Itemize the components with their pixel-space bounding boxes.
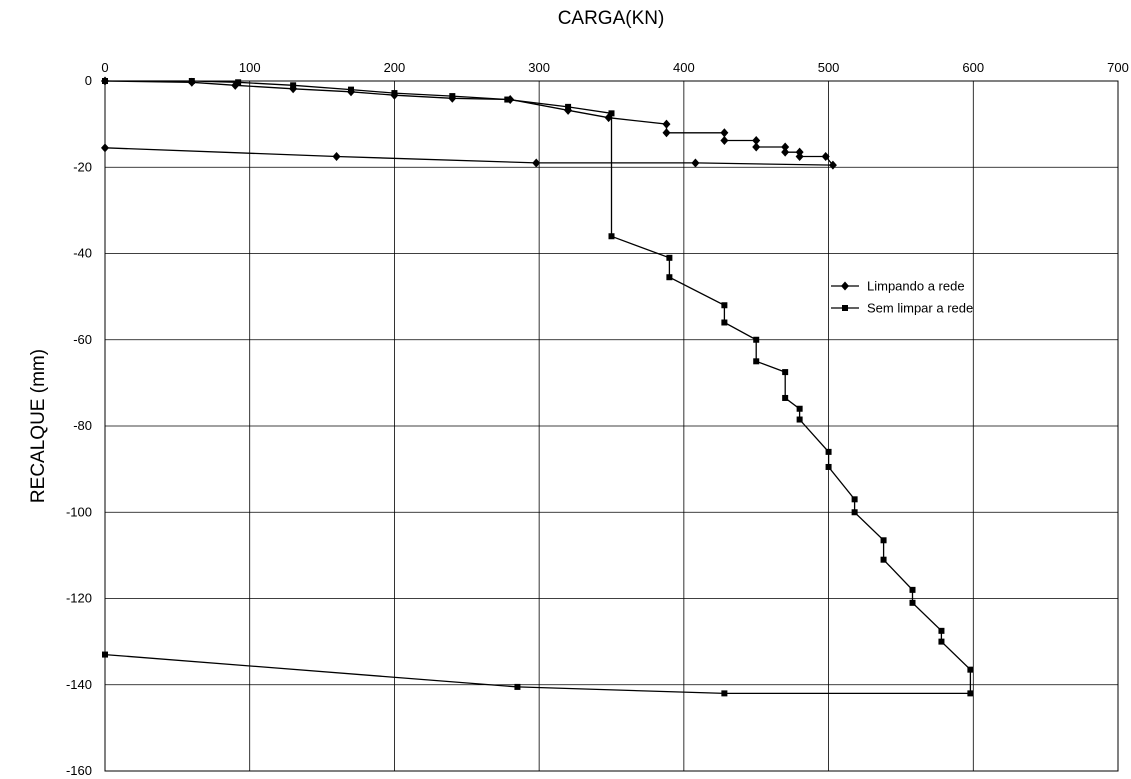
data-point bbox=[851, 496, 858, 503]
data-point bbox=[666, 274, 673, 281]
x-tick-label: 700 bbox=[1107, 60, 1129, 75]
series-line bbox=[104, 80, 972, 695]
data-point bbox=[290, 82, 297, 89]
legend-item: Sem limpar a rede bbox=[831, 301, 973, 316]
data-point bbox=[796, 416, 803, 423]
data-point bbox=[782, 394, 789, 401]
x-tick-label: 500 bbox=[818, 60, 840, 75]
y-tick-label: -100 bbox=[66, 504, 92, 519]
data-point bbox=[796, 405, 803, 412]
data-point bbox=[514, 683, 521, 690]
x-tick-label: 0 bbox=[101, 60, 108, 75]
data-point bbox=[752, 142, 761, 152]
data-point bbox=[967, 690, 974, 697]
legend-marker bbox=[842, 305, 848, 311]
data-point bbox=[348, 86, 355, 93]
data-point bbox=[782, 369, 789, 376]
data-point bbox=[753, 336, 760, 343]
data-point bbox=[608, 233, 615, 240]
data-point bbox=[102, 78, 108, 84]
series-line bbox=[104, 80, 835, 166]
legend-item: Limpando a rede bbox=[831, 279, 965, 294]
data-point bbox=[662, 119, 671, 129]
data-point bbox=[821, 151, 830, 161]
data-point bbox=[691, 158, 700, 168]
data-point bbox=[880, 556, 887, 563]
y-tick-label: -80 bbox=[73, 418, 92, 433]
data-point bbox=[825, 448, 832, 455]
data-point bbox=[909, 586, 916, 593]
data-point bbox=[102, 651, 108, 658]
data-point bbox=[391, 90, 398, 97]
data-point bbox=[720, 128, 729, 138]
legend-label: Sem limpar a rede bbox=[867, 301, 973, 316]
x-axis-title: CARGA(KN) bbox=[558, 8, 665, 29]
data-point bbox=[532, 158, 541, 168]
data-point bbox=[662, 128, 671, 138]
data-point bbox=[938, 627, 945, 634]
data-point bbox=[753, 358, 760, 365]
data-point bbox=[825, 463, 832, 470]
data-point bbox=[504, 96, 511, 103]
y-tick-label: -120 bbox=[66, 591, 92, 606]
x-tick-label: 100 bbox=[239, 60, 261, 75]
data-point bbox=[235, 79, 242, 86]
data-point bbox=[967, 666, 974, 673]
legend-label: Limpando a rede bbox=[867, 279, 965, 294]
data-point bbox=[449, 93, 456, 100]
y-tick-label: -60 bbox=[73, 332, 92, 347]
data-point bbox=[781, 147, 790, 157]
data-point bbox=[752, 136, 761, 146]
plot-area-border bbox=[104, 80, 1119, 772]
data-point bbox=[666, 254, 673, 261]
data-point bbox=[721, 690, 728, 697]
data-point bbox=[795, 151, 804, 161]
data-point bbox=[880, 537, 887, 544]
x-tick-label: 300 bbox=[528, 60, 550, 75]
y-tick-label: -40 bbox=[73, 246, 92, 261]
data-point bbox=[720, 136, 729, 146]
y-tick-label: -140 bbox=[66, 677, 92, 692]
data-point bbox=[608, 110, 615, 117]
data-point bbox=[332, 151, 341, 161]
data-point bbox=[828, 160, 837, 170]
legend-marker bbox=[841, 281, 849, 291]
data-point bbox=[851, 509, 858, 516]
x-tick-label: 400 bbox=[673, 60, 695, 75]
data-point bbox=[101, 143, 109, 153]
y-tick-label: -160 bbox=[66, 763, 92, 778]
data-point bbox=[721, 319, 728, 326]
x-tick-label: 600 bbox=[962, 60, 984, 75]
data-point bbox=[565, 103, 572, 110]
y-axis-title: RECALQUE (mm) bbox=[28, 349, 49, 503]
data-point bbox=[938, 638, 945, 645]
data-point bbox=[909, 599, 916, 606]
data-point bbox=[721, 302, 728, 309]
y-tick-label: 0 bbox=[85, 73, 92, 88]
y-axis-ticks: 0 -20 -40 -60 -80 -100 -120 -140 -160 bbox=[66, 73, 92, 778]
series-limpando bbox=[101, 76, 837, 170]
legend: Limpando a rede Sem limpar a rede bbox=[831, 279, 973, 316]
x-axis-ticks: 0 100 200 300 400 500 600 700 bbox=[101, 60, 1128, 75]
series-sem-limpar bbox=[102, 78, 974, 697]
data-point bbox=[781, 142, 790, 152]
data-point bbox=[188, 78, 195, 84]
series-group bbox=[101, 76, 974, 697]
y-tick-label: -20 bbox=[73, 159, 92, 174]
x-tick-label: 200 bbox=[384, 60, 406, 75]
